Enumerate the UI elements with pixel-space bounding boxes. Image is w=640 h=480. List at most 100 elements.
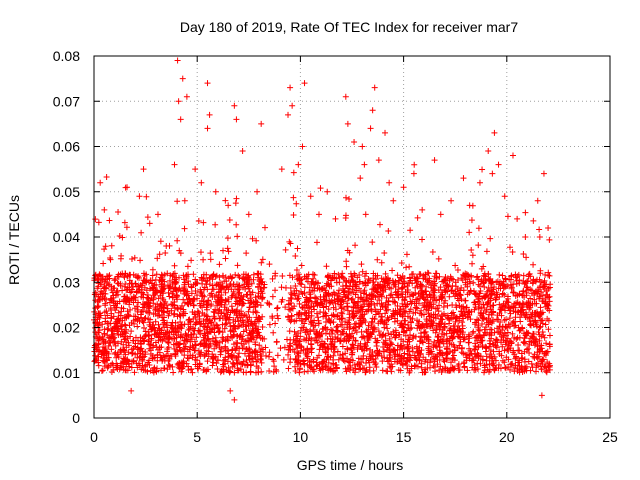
data-point: [363, 355, 370, 362]
data-point: [127, 289, 134, 296]
data-point: [508, 339, 515, 346]
data-point: [519, 354, 526, 361]
data-point: [372, 276, 379, 283]
data-point: [400, 328, 407, 335]
data-point: [516, 277, 523, 284]
data-point: [140, 324, 147, 331]
data-point: [198, 275, 205, 282]
data-point: [446, 340, 453, 347]
data-point: [152, 276, 159, 283]
data-point: [195, 217, 202, 224]
data-point: [249, 355, 256, 362]
y-tick-label: 0.05: [53, 184, 80, 200]
data-point: [481, 284, 488, 291]
data-point: [533, 300, 540, 307]
data-point: [519, 292, 526, 299]
data-point: [349, 330, 356, 337]
data-point: [419, 369, 426, 376]
data-point: [341, 306, 348, 313]
data-point: [384, 317, 391, 324]
data-point: [509, 249, 516, 256]
data-point: [463, 304, 470, 311]
data-point: [512, 362, 519, 369]
data-points: [91, 57, 554, 403]
data-point: [510, 289, 517, 296]
data-point: [274, 305, 281, 312]
data-point: [336, 338, 343, 345]
data-point: [246, 329, 253, 336]
data-point: [404, 351, 411, 358]
data-point: [197, 249, 204, 256]
data-point: [398, 336, 405, 343]
data-point: [401, 307, 408, 314]
data-point: [387, 349, 394, 356]
data-point: [367, 125, 374, 132]
data-point: [386, 179, 393, 186]
data-point: [181, 225, 188, 232]
data-point: [513, 300, 520, 307]
data-point: [200, 286, 207, 293]
data-point: [472, 353, 479, 360]
data-point: [323, 303, 330, 310]
data-point: [301, 80, 308, 87]
data-point: [238, 321, 245, 328]
data-point: [365, 307, 372, 314]
data-point: [236, 282, 243, 289]
data-point: [122, 281, 129, 288]
data-point: [273, 338, 280, 345]
data-point: [118, 326, 125, 333]
data-point: [486, 368, 493, 375]
data-point: [110, 367, 117, 374]
y-tick-labels: 0 0.01 0.02 0.03 0.04 0.05 0.06 0.07 0.08: [53, 48, 80, 426]
data-point: [325, 367, 332, 374]
data-point: [98, 351, 105, 358]
data-point: [526, 338, 533, 345]
data-point: [467, 347, 474, 354]
data-point: [116, 232, 123, 239]
data-point: [488, 309, 495, 316]
data-point: [455, 367, 462, 374]
data-point: [255, 329, 262, 336]
data-point: [442, 297, 449, 304]
data-point: [134, 306, 141, 313]
data-point: [155, 321, 162, 328]
data-point: [334, 335, 341, 342]
data-point: [303, 309, 310, 316]
data-point: [163, 330, 170, 337]
data-point: [518, 307, 525, 314]
data-point: [154, 211, 161, 218]
data-point: [474, 337, 481, 344]
data-point: [96, 296, 103, 303]
data-point: [112, 292, 119, 299]
data-point: [234, 314, 241, 321]
data-point: [404, 283, 411, 290]
data-point: [491, 329, 498, 336]
data-point: [272, 287, 279, 294]
data-point: [345, 337, 352, 344]
data-point: [407, 331, 414, 338]
data-point: [436, 347, 443, 354]
data-point: [227, 333, 234, 340]
data-point: [536, 331, 543, 338]
chart-title: Day 180 of 2019, Rate Of TEC Index for r…: [180, 19, 518, 35]
data-point: [203, 367, 210, 374]
data-point: [209, 351, 216, 358]
data-point: [202, 278, 209, 285]
data-point: [177, 312, 184, 319]
data-point: [499, 291, 506, 298]
data-point: [129, 349, 136, 356]
data-point: [349, 357, 356, 364]
data-point: [369, 286, 376, 293]
data-point: [287, 240, 294, 247]
data-point: [111, 351, 118, 358]
data-point: [510, 318, 517, 325]
data-point: [101, 348, 108, 355]
data-point: [468, 308, 475, 315]
data-point: [98, 275, 105, 282]
data-point: [139, 280, 146, 287]
data-point: [159, 272, 166, 279]
data-point: [95, 293, 102, 300]
data-point: [181, 352, 188, 359]
data-point: [304, 368, 311, 375]
data-point: [339, 270, 346, 277]
